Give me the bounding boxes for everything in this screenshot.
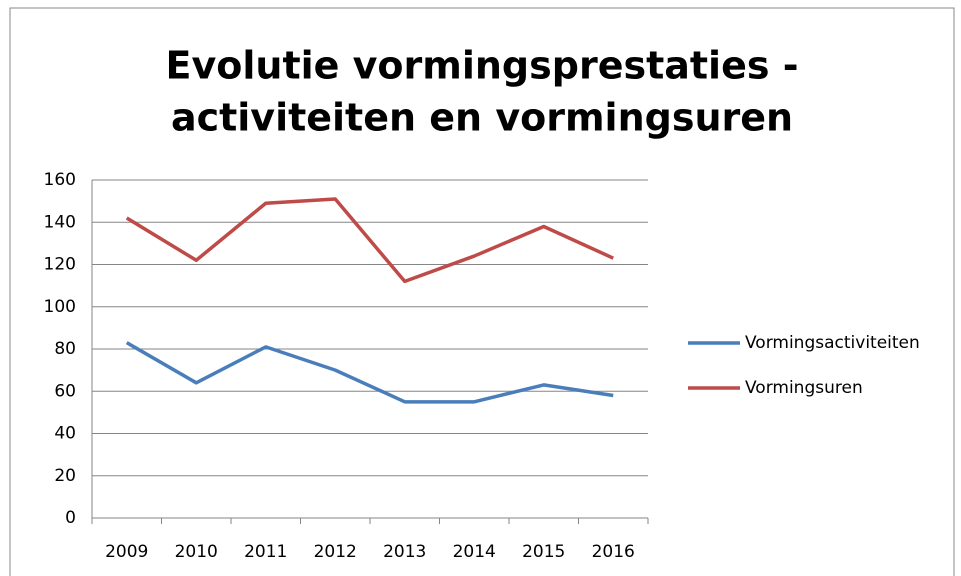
chart-title: activiteiten en vormingsuren xyxy=(171,96,793,140)
y-tick-label: 140 xyxy=(44,212,76,232)
x-tick-label: 2015 xyxy=(522,542,565,562)
legend-label: Vormingsuren xyxy=(745,378,863,398)
series-line xyxy=(125,341,614,404)
x-tick-label: 2009 xyxy=(105,542,148,562)
x-tick-label: 2012 xyxy=(314,542,357,562)
y-tick-label: 160 xyxy=(44,170,76,190)
x-tick-label: 2010 xyxy=(175,542,218,562)
x-tick-label: 2014 xyxy=(453,542,496,562)
y-tick-label: 100 xyxy=(44,297,76,317)
y-tick-label: 80 xyxy=(54,339,76,359)
y-tick-label: 40 xyxy=(54,424,76,444)
series-line xyxy=(125,197,614,284)
x-tick-label: 2011 xyxy=(244,542,287,562)
y-tick-label: 20 xyxy=(54,466,76,486)
x-tick-label: 2016 xyxy=(592,542,635,562)
chart-frame xyxy=(9,7,955,576)
y-tick-label: 120 xyxy=(44,255,76,275)
legend-label: Vormingsactiviteiten xyxy=(745,333,920,353)
x-tick-label: 2013 xyxy=(383,542,426,562)
chart-title: Evolutie vormingsprestaties - xyxy=(166,44,799,88)
y-tick-label: 60 xyxy=(54,381,76,401)
y-tick-label: 0 xyxy=(65,508,76,528)
